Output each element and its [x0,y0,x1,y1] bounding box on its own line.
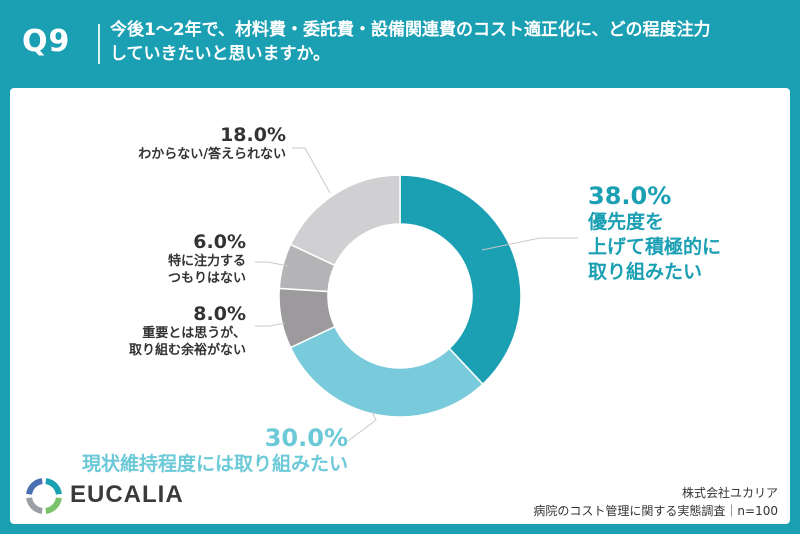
leader-line-slice-0 [481,237,578,251]
company-name: 株式会社ユカリア [681,486,778,500]
leader-line-slice-4 [292,147,331,194]
slice-text-3-line1: 特に注力する [167,254,246,269]
leader-line-slice-1 [347,411,377,442]
slice-value-0: 38.0% [588,182,672,210]
survey-caption: 病院のコスト管理に関する実態調査｜n=100 [533,504,778,518]
slice-label-2: 8.0% 重要とは思うが、 取り組む余裕がない [40,303,246,359]
question-title-line1: 今後1〜2年で、材料費・委託費・設備関連費のコスト適正化に、どの程度注力 [110,20,711,40]
slice-text-2-line2: 取り組む余裕がない [128,343,246,358]
question-title: 今後1〜2年で、材料費・委託費・設備関連費のコスト適正化に、どの程度注力 してい… [110,18,770,66]
slice-text-0-line3: 取り組みたい [588,261,703,283]
slice-value-3: 6.0% [193,231,246,253]
question-title-line2: していきたいと思いますか。 [110,44,331,64]
leader-line-slice-3 [255,261,289,267]
slice-text-0-line1: 優先度を [588,211,665,233]
slice-label-1: 30.0% 現状維持程度には取り組みたい [60,424,348,477]
slice-text-0-line2: 上げて積極的に [588,236,722,258]
slice-label-4: 18.0% わからない/答えられない [60,124,286,163]
slice-text-4-line1: わからない/答えられない [138,147,286,162]
leader-line-slice-2 [255,322,286,327]
header-divider [98,24,100,64]
footer-source: 株式会社ユカリア 病院のコスト管理に関する実態調査｜n=100 [533,484,778,520]
brand-name: EUCALIA [70,481,184,508]
slice-label-3: 6.0% 特に注力する つもりはない [60,231,246,287]
donut-slice-0 [399,174,522,386]
donut-slice-1 [289,325,484,418]
header: Q9 今後1〜2年で、材料費・委託費・設備関連費のコスト適正化に、どの程度注力 … [0,0,800,86]
question-number: Q9 [22,24,71,59]
slice-text-3-line2: つもりはない [167,271,246,286]
slice-value-4: 18.0% [220,124,286,146]
eucalia-logo-icon [26,478,62,514]
slice-text-2-line1: 重要とは思うが、 [142,326,246,341]
slice-value-2: 8.0% [193,303,246,325]
donut-slice-4 [289,174,401,267]
slice-label-0: 38.0% 優先度を 上げて積極的に 取り組みたい [588,182,721,285]
slice-value-1: 30.0% [264,424,348,452]
slice-text-1-line1: 現状維持程度には取り組みたい [81,453,348,475]
chart-card [10,88,790,524]
